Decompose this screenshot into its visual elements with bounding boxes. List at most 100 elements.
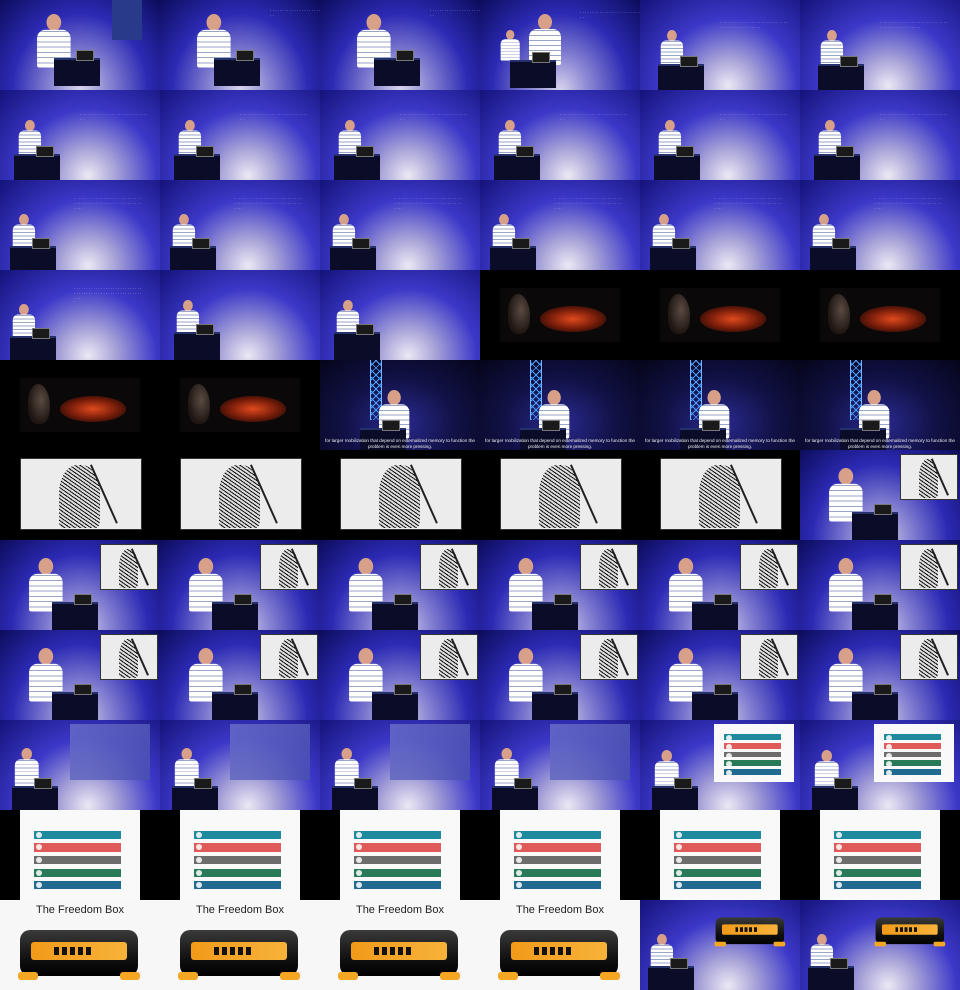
diagram-row-icon — [836, 882, 843, 889]
video-frame — [320, 630, 480, 720]
speaker-shirt — [650, 944, 674, 970]
podium — [374, 58, 420, 86]
freedom-box-slide: The Freedom Box — [320, 900, 480, 990]
speaker — [810, 934, 834, 970]
speaker-head — [387, 390, 401, 406]
laptop — [352, 238, 370, 249]
slide-text: · · · · · · · · · · · · · · · · · · · · … — [80, 112, 148, 122]
leviathan-engraving — [740, 634, 798, 680]
diagram-row — [834, 855, 921, 865]
diagram-row-icon — [36, 831, 43, 838]
speaker — [652, 214, 676, 250]
speaker-head — [179, 214, 189, 226]
diagram-row-icon — [836, 856, 843, 863]
speaker-head — [198, 558, 214, 575]
speaker — [188, 648, 224, 703]
leviathan-engraving — [580, 634, 638, 680]
video-frame: · · · · · · · · · · · · · · · · · · · · … — [640, 180, 800, 270]
freedom-box-device — [498, 930, 620, 980]
speaker-shirt — [189, 663, 223, 702]
diagram-row-icon — [725, 735, 732, 742]
engraved-figure — [539, 464, 581, 528]
laptop — [874, 594, 892, 605]
speaker-shirt — [172, 224, 196, 250]
video-frame — [0, 540, 160, 630]
video-frame: · · · · · · · · · · · · · · · · · · · · … — [320, 180, 480, 270]
slide-text: · · · · · · · · · · · · · · · · · · · · … — [720, 112, 788, 122]
laptop — [674, 778, 692, 789]
diagram-row-icon — [725, 761, 732, 768]
leviathan-engraving — [740, 544, 798, 590]
podium — [214, 58, 260, 86]
leviathan-engraving — [660, 458, 782, 530]
leviathan-engraving — [580, 544, 638, 590]
astronaut-face — [188, 384, 210, 424]
freedom-box-slide: The Freedom Box — [0, 900, 160, 990]
speaker — [828, 648, 864, 703]
device-corner — [874, 941, 887, 947]
video-frame — [320, 450, 480, 540]
podium — [532, 692, 578, 720]
drifting-film-still — [660, 288, 780, 342]
laptop — [32, 238, 50, 249]
podium — [170, 246, 216, 270]
leviathan-engraving — [100, 634, 158, 680]
slide-screen — [230, 724, 310, 780]
device-corner — [933, 941, 946, 947]
podium — [172, 786, 218, 810]
podium — [334, 332, 380, 360]
video-frame: · · · · · · · · · · · · · · · · · · · · … — [0, 270, 160, 360]
laptop — [36, 146, 54, 157]
video-frame — [160, 720, 320, 810]
podium — [212, 602, 258, 630]
speaker-head — [825, 120, 835, 132]
speaker — [498, 120, 522, 156]
speaker-head — [659, 214, 669, 226]
podium — [54, 58, 100, 86]
podium — [692, 692, 738, 720]
diagram-row-icon — [36, 882, 43, 889]
astronaut-face — [28, 384, 50, 424]
video-frame — [0, 360, 160, 450]
slide-screen — [112, 0, 142, 40]
device-corner — [440, 972, 460, 980]
diagram-slide — [714, 724, 794, 782]
speaker — [12, 214, 36, 250]
slide-screen — [70, 724, 150, 780]
freedom-box-title: The Freedom Box — [724, 902, 776, 910]
speaker — [658, 120, 682, 156]
video-frame: · · · · · · · · · · · · · · · · · · · · … — [160, 180, 320, 270]
diagram-row — [723, 734, 782, 742]
video-frame: · · · · · · · · · · · · · · · · · · · · … — [160, 0, 320, 90]
laptop — [862, 420, 880, 431]
video-frame: · · · · · · · · · · · · · · · · · · · · … — [640, 90, 800, 180]
speaker — [818, 120, 842, 156]
podium — [52, 602, 98, 630]
laptop — [234, 594, 252, 605]
video-frame — [480, 450, 640, 540]
spaceship — [700, 306, 766, 332]
speaker-shirt — [12, 224, 36, 250]
diagram-row-icon — [885, 752, 892, 759]
podium — [654, 154, 700, 180]
video-frame: The Freedom Box — [800, 900, 960, 990]
freedom-box-title: The Freedom Box — [35, 904, 125, 916]
speaker-head — [339, 214, 349, 226]
video-frame — [640, 720, 800, 810]
video-frame — [0, 810, 160, 900]
laptop — [396, 50, 414, 61]
diagram-row-icon — [516, 882, 523, 889]
speaker-head — [343, 300, 353, 312]
video-frame: · · · · · · · · · · · · · · · · · · · · … — [160, 90, 320, 180]
freedom-box-device — [338, 930, 460, 980]
engraved-figure — [598, 548, 618, 589]
device-corner — [714, 941, 727, 947]
engraved-figure — [918, 458, 938, 499]
diagram-row — [674, 881, 761, 890]
speaker — [178, 120, 202, 156]
speaker-head — [821, 750, 832, 762]
leviathan-engraving — [260, 544, 318, 590]
engraved-figure — [438, 548, 458, 589]
speaker-shirt — [498, 130, 522, 156]
laptop — [354, 778, 372, 789]
